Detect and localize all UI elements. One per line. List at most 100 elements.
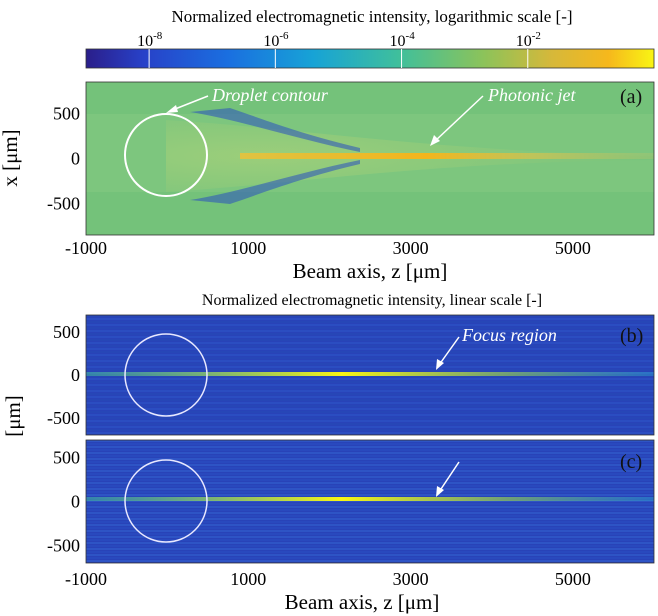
intensity-stripe: [86, 366, 654, 368]
x-tick-label: -1000: [65, 238, 107, 258]
panel-label-a: (a): [620, 86, 642, 108]
intensity-stripe: [86, 414, 654, 416]
intensity-stripe: [86, 503, 654, 505]
intensity-stripe: [86, 440, 654, 442]
colorbar-title: Normalized electromagnetic intensity, lo…: [171, 7, 572, 26]
intensity-stripe: [86, 327, 654, 329]
intensity-stripe: [86, 408, 654, 410]
intensity-stripe: [86, 423, 654, 425]
intensity-stripe: [86, 318, 654, 320]
colorbar-tick-label: 10-4: [390, 30, 416, 50]
droplet-contour-c: [124, 459, 208, 543]
intensity-stripe: [86, 473, 654, 475]
intensity-stripe: [86, 491, 654, 493]
intensity-stripe: [86, 479, 654, 481]
intensity-stripe: [86, 533, 654, 535]
intensity-stripe: [86, 455, 654, 457]
intensity-stripe: [86, 509, 654, 511]
intensity-stripe: [86, 548, 654, 550]
intensity-stripe: [86, 554, 654, 556]
intensity-stripe: [86, 333, 654, 335]
intensity-stripe: [86, 443, 654, 445]
intensity-stripe: [86, 378, 654, 380]
intensity-stripe: [86, 360, 654, 362]
intensity-stripe: [86, 432, 654, 434]
intensity-stripe: [86, 545, 654, 547]
y-tick-label: 500: [53, 322, 80, 342]
intensity-stripe: [86, 494, 654, 496]
x-tick-label: 3000: [393, 569, 429, 589]
y-tick-label: 500: [53, 104, 80, 124]
intensity-stripe: [86, 461, 654, 463]
panel-label-c: (c): [620, 451, 642, 473]
intensity-stripe: [86, 393, 654, 395]
intensity-stripe: [86, 476, 654, 478]
intensity-stripe: [86, 348, 654, 350]
intensity-stripe: [86, 369, 654, 371]
y-tick-label: 0: [71, 365, 80, 385]
intensity-stripe: [86, 560, 654, 562]
intensity-stripe: [86, 467, 654, 469]
y-tick-label: 0: [71, 149, 80, 169]
y-ticks-c: 500 0 -500: [47, 448, 80, 556]
intensity-stripe: [86, 485, 654, 487]
x-tick-label: 1000: [230, 569, 266, 589]
panel-label-b: (b): [620, 325, 643, 347]
intensity-stripe: [86, 482, 654, 484]
focus-line-c: [86, 497, 654, 501]
annotation-droplet: Droplet contour: [211, 85, 329, 105]
intensity-stripe: [86, 452, 654, 454]
intensity-stripe: [86, 446, 654, 448]
intensity-stripe: [86, 384, 654, 386]
y-axis-label-a: x [μm]: [0, 129, 22, 186]
x-ticks-c: -1000 1000 3000 5000: [65, 569, 591, 589]
focus-line-b: [86, 372, 654, 376]
intensity-stripe: [86, 426, 654, 428]
panel-c: (c): [85, 439, 655, 564]
colorbar-ticks: 10-8 10-6 10-4 10-2: [137, 30, 541, 68]
intensity-stripe: [86, 342, 654, 344]
intensity-stripe: [86, 551, 654, 553]
intensity-stripe: [86, 387, 654, 389]
colorbar: [85, 48, 655, 69]
intensity-stripe: [86, 417, 654, 419]
y-ticks-a: 500 0 -500: [47, 104, 80, 214]
intensity-stripe: [86, 339, 654, 341]
x-tick-label: 1000: [230, 238, 266, 258]
intensity-stripe: [86, 381, 654, 383]
intensity-stripe: [86, 345, 654, 347]
y-tick-label: -500: [47, 194, 80, 214]
annotation-focus: Focus region: [461, 325, 557, 345]
arrow-focus-b: [438, 336, 460, 366]
intensity-stripe: [86, 351, 654, 353]
intensity-stripe: [86, 530, 654, 532]
x-tick-label: -1000: [65, 569, 107, 589]
y-tick-label: 500: [53, 448, 80, 468]
y-axis-label-bc: [μm]: [1, 395, 25, 437]
intensity-stripe: [86, 390, 654, 392]
intensity-stripe: [86, 524, 654, 526]
intensity-stripe: [86, 405, 654, 407]
colorbar-tick-label: 10-2: [516, 30, 541, 50]
intensity-stripe: [86, 542, 654, 544]
intensity-stripe: [86, 399, 654, 401]
intensity-stripe: [86, 539, 654, 541]
x-tick-label: 5000: [555, 569, 591, 589]
x-axis-label-a: Beam axis, z [μm]: [293, 259, 448, 283]
intensity-stripe: [86, 396, 654, 398]
intensity-stripe: [86, 527, 654, 529]
x-tick-label: 5000: [555, 238, 591, 258]
intensity-stripe: [86, 470, 654, 472]
intensity-stripe: [86, 315, 654, 317]
intensity-stripe: [86, 354, 654, 356]
intensity-stripe: [86, 324, 654, 326]
intensity-stripe: [86, 557, 654, 559]
y-tick-label: 0: [71, 492, 80, 512]
y-tick-label: -500: [47, 535, 80, 555]
arrow-focus-c: [438, 461, 460, 493]
y-ticks-b: 500 0 -500: [47, 322, 80, 428]
intensity-stripe: [86, 506, 654, 508]
intensity-stripe: [86, 429, 654, 431]
intensity-stripe: [86, 521, 654, 523]
